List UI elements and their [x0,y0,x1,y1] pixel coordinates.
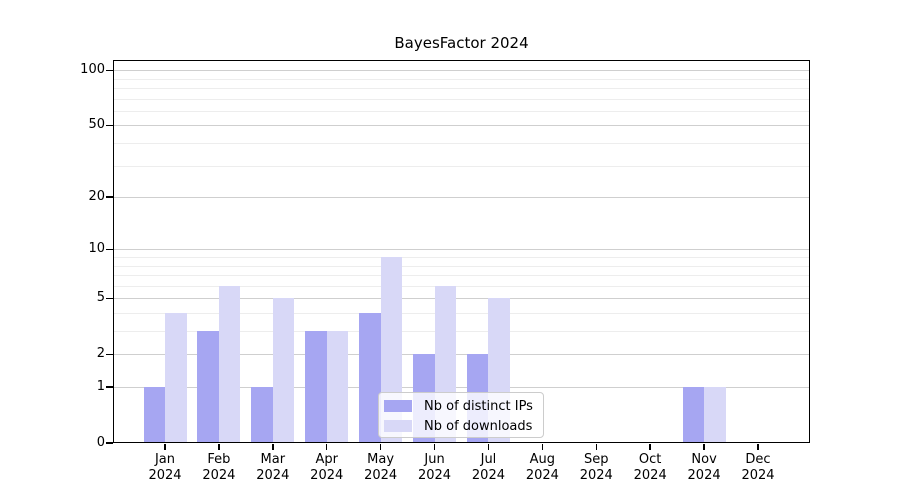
y-tick-label: 100 [80,62,105,78]
y-tick-label: 5 [96,290,105,306]
gridline-minor [113,110,810,112]
x-tick-label: Apr 2024 [310,452,344,483]
x-tick-label: Sep 2024 [579,452,613,483]
x-tick-mark [379,444,382,450]
x-tick-label: Mar 2024 [256,452,290,483]
x-tick-mark [541,444,544,450]
x-tick-label: Nov 2024 [687,452,721,483]
x-tick-mark [164,444,166,450]
bar [218,285,241,443]
bar [165,313,187,443]
gridline-major [113,298,810,300]
gridline-major [113,197,810,199]
bar [143,387,165,443]
legend-entry: Nb of distinct IPs [384,396,543,416]
gridline-minor [113,257,810,258]
gridline-major [113,249,810,251]
y-tick-mark [106,386,113,388]
x-tick-mark [595,444,597,450]
x-tick-mark [649,444,651,450]
gridline-minor [113,265,810,267]
bar [682,387,705,443]
x-tick-label: Feb 2024 [202,452,236,483]
x-tick-mark [703,444,705,450]
x-tick-label: Jun 2024 [417,452,452,483]
bar [359,313,381,443]
x-tick-label: Jul 2024 [471,452,505,483]
bar [197,331,219,443]
x-tick-mark [487,444,490,450]
bar [251,387,273,443]
gridline-minor [113,275,810,277]
legend-label: Nb of distinct IPs [424,398,533,414]
x-tick-mark [272,444,274,450]
gridline-minor [113,143,810,145]
x-tick-mark [218,444,220,450]
gridline-minor [113,165,810,167]
gridline-minor [113,331,810,333]
gridline-minor [113,312,810,314]
y-tick-label: 50 [88,117,105,133]
y-tick-mark [106,69,113,71]
y-tick-mark [106,124,113,127]
plot-area: Nb of distinct IPs Nb of downloads [113,60,810,443]
legend-label: Nb of downloads [424,418,533,434]
gridline-minor [113,98,810,100]
gridline-minor [113,285,810,287]
bar [305,331,327,443]
y-tick-mark [106,196,113,198]
bar [326,331,349,443]
chart-title: BayesFactor 2024 [394,34,529,52]
legend-entry: Nb of downloads [384,416,543,436]
y-tick-mark [106,442,113,444]
x-tick-mark [326,444,328,450]
legend: Nb of distinct IPs Nb of downloads [378,392,544,438]
bar [704,387,726,443]
y-tick-label: 0 [96,435,105,450]
gridline-major [113,125,810,127]
x-tick-label: May 2024 [364,452,398,483]
y-tick-mark [106,248,113,250]
gridline-minor [113,78,810,80]
legend-swatch [384,400,412,412]
y-tick-label: 20 [88,189,105,205]
y-tick-label: 2 [96,346,105,362]
y-tick-mark [106,297,113,299]
x-tick-label: Oct 2024 [633,452,667,483]
bar [272,298,295,443]
x-tick-label: Aug 2024 [525,452,559,483]
gridline-major [113,354,810,356]
y-tick-label: 10 [88,241,105,257]
y-tick-label: 1 [96,379,105,394]
legend-swatch [384,420,412,432]
gridline-major [113,387,810,388]
x-tick-label: Dec 2024 [741,452,775,483]
y-tick-mark [106,353,113,355]
x-tick-label: Jan 2024 [148,452,182,483]
gridline-major [113,70,810,72]
gridline-minor [113,88,810,90]
x-tick-mark [433,444,436,450]
x-tick-mark [757,444,759,450]
